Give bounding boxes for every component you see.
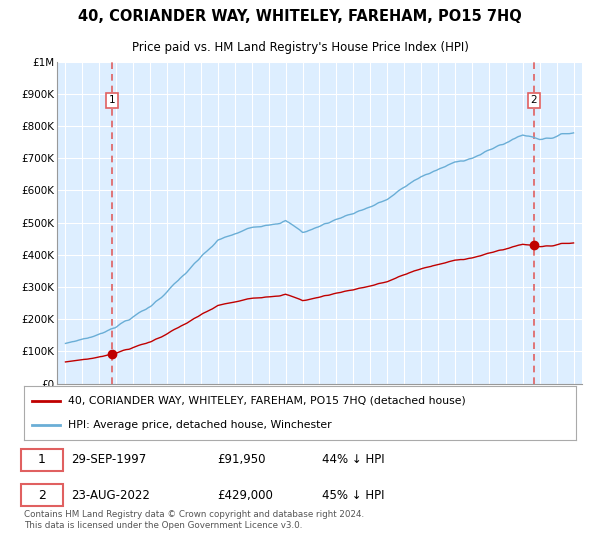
- Text: HPI: Average price, detached house, Winchester: HPI: Average price, detached house, Winc…: [68, 420, 332, 430]
- Text: 2: 2: [38, 488, 46, 502]
- FancyBboxPatch shape: [21, 484, 62, 506]
- FancyBboxPatch shape: [21, 449, 62, 471]
- Text: Price paid vs. HM Land Registry's House Price Index (HPI): Price paid vs. HM Land Registry's House …: [131, 41, 469, 54]
- Text: Contains HM Land Registry data © Crown copyright and database right 2024.
This d: Contains HM Land Registry data © Crown c…: [24, 510, 364, 530]
- Text: £91,950: £91,950: [217, 453, 266, 466]
- Text: 40, CORIANDER WAY, WHITELEY, FAREHAM, PO15 7HQ (detached house): 40, CORIANDER WAY, WHITELEY, FAREHAM, PO…: [68, 396, 466, 406]
- Text: 23-AUG-2022: 23-AUG-2022: [71, 488, 150, 502]
- Text: £429,000: £429,000: [217, 488, 273, 502]
- Text: 44% ↓ HPI: 44% ↓ HPI: [322, 453, 385, 466]
- Text: 45% ↓ HPI: 45% ↓ HPI: [322, 488, 385, 502]
- Text: 40, CORIANDER WAY, WHITELEY, FAREHAM, PO15 7HQ: 40, CORIANDER WAY, WHITELEY, FAREHAM, PO…: [78, 9, 522, 24]
- Text: 2: 2: [530, 95, 537, 105]
- Text: 29-SEP-1997: 29-SEP-1997: [71, 453, 146, 466]
- Text: 1: 1: [109, 95, 115, 105]
- Text: 1: 1: [38, 453, 46, 466]
